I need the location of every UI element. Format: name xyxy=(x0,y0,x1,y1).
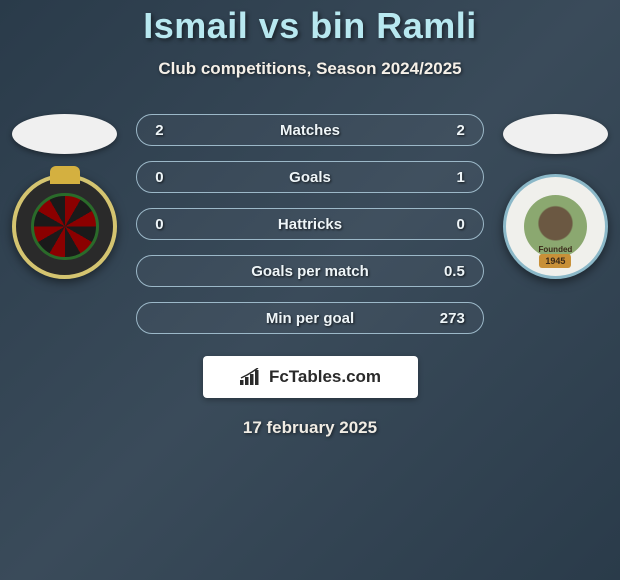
right-player-photo-placeholder xyxy=(503,114,608,154)
stat-left-value: 2 xyxy=(155,122,187,139)
stat-label: Hattricks xyxy=(278,216,342,233)
comparison-area: 2 Matches 2 0 Goals 1 0 Hattricks 0 Goal… xyxy=(0,114,620,334)
stat-right-value: 1 xyxy=(433,169,465,186)
stat-row-min-per-goal: Min per goal 273 xyxy=(136,302,484,334)
date-line: 17 february 2025 xyxy=(0,418,620,438)
stat-right-value: 2 xyxy=(433,122,465,139)
stat-label: Matches xyxy=(280,122,340,139)
stat-right-value: 0 xyxy=(433,216,465,233)
page-title: Ismail vs bin Ramli xyxy=(0,5,620,47)
branding-text: FcTables.com xyxy=(269,367,381,387)
season-subtitle: Club competitions, Season 2024/2025 xyxy=(0,59,620,79)
stat-left-value: 0 xyxy=(155,216,187,233)
stat-row-goals: 0 Goals 1 xyxy=(136,161,484,193)
stat-label: Goals xyxy=(289,169,331,186)
crest-year-banner: 1945 xyxy=(539,254,571,268)
stat-label: Min per goal xyxy=(266,310,354,327)
right-player-column: Founded 1945 xyxy=(496,114,615,279)
right-club-crest: Founded 1945 xyxy=(503,174,608,279)
left-player-column xyxy=(5,114,124,279)
stat-right-value: 0.5 xyxy=(433,263,465,280)
left-club-crest xyxy=(12,174,117,279)
stat-right-value: 273 xyxy=(433,310,465,327)
branding-badge: FcTables.com xyxy=(203,356,418,398)
crest-founded-label: Founded xyxy=(539,245,573,254)
stat-row-goals-per-match: Goals per match 0.5 xyxy=(136,255,484,287)
stat-row-matches: 2 Matches 2 xyxy=(136,114,484,146)
chart-icon xyxy=(239,368,263,386)
stat-row-hattricks: 0 Hattricks 0 xyxy=(136,208,484,240)
stat-left-value: 0 xyxy=(155,169,187,186)
left-player-photo-placeholder xyxy=(12,114,117,154)
stat-label: Goals per match xyxy=(251,263,369,280)
stats-column: 2 Matches 2 0 Goals 1 0 Hattricks 0 Goal… xyxy=(136,114,484,334)
